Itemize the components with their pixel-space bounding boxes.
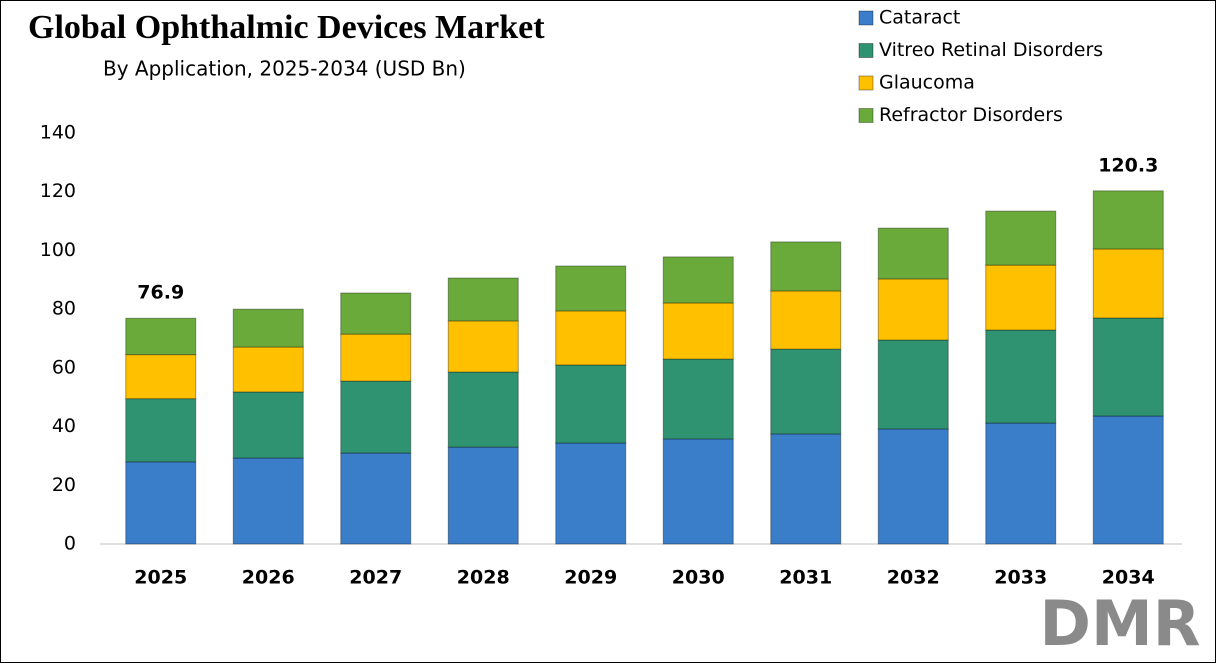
x-tick-label: 2033 — [994, 567, 1047, 589]
logo-text: DMR — [1040, 587, 1201, 660]
y-tick-label: 60 — [52, 356, 76, 378]
bar-segment — [662, 358, 734, 440]
x-tick-label: 2027 — [349, 567, 402, 589]
bar-segment — [125, 354, 197, 400]
bar-segment — [770, 290, 842, 350]
legend-swatch — [858, 43, 874, 58]
bar-segment — [662, 256, 734, 304]
legend-label: Refractor Disorders — [879, 104, 1063, 126]
x-tick-label: 2029 — [564, 567, 617, 589]
bar-segment — [555, 265, 627, 312]
bar-segment — [1092, 415, 1164, 545]
bar-segment — [1092, 317, 1164, 417]
bar-segment — [877, 278, 949, 341]
bar-segment — [662, 438, 734, 545]
total-label: 76.9 — [137, 282, 184, 304]
x-tick-label: 2030 — [672, 567, 725, 589]
bar-segment — [985, 264, 1057, 331]
y-tick-label: 80 — [52, 298, 76, 320]
legend-swatch — [858, 75, 874, 91]
legend-label: Vitreo Retinal Disorders — [879, 39, 1103, 61]
bar-segment — [232, 391, 304, 459]
bar-segment — [770, 241, 842, 292]
bar-segment — [985, 210, 1057, 266]
y-tick-label: 0 — [64, 533, 76, 555]
bar-segment — [447, 277, 519, 322]
bar-segment — [232, 457, 304, 545]
bar-segment — [555, 364, 627, 444]
bar-segment — [447, 371, 519, 448]
logo: DMR — [1040, 587, 1201, 660]
x-tick-label: 2034 — [1102, 567, 1155, 589]
bar-segment — [877, 227, 949, 280]
y-tick-label: 120 — [40, 180, 76, 202]
bar-segment — [232, 346, 304, 393]
bar-segment — [555, 442, 627, 545]
bar-segment — [447, 320, 519, 373]
total-label: 120.3 — [1098, 154, 1158, 176]
bar-segment — [1092, 190, 1164, 250]
bar-segment — [125, 317, 197, 356]
bar-segment — [1092, 248, 1164, 319]
bar-segment — [770, 433, 842, 545]
x-tick-label: 2032 — [887, 567, 940, 589]
bar-segment — [447, 446, 519, 545]
y-tick-label: 100 — [40, 239, 76, 261]
legend-swatch — [858, 10, 874, 26]
bar-segment — [232, 308, 304, 348]
bar-segment — [555, 310, 627, 366]
chart-title: Global Ophthalmic Devices Market — [28, 9, 545, 46]
bar-segment — [877, 428, 949, 545]
bar-segment — [340, 292, 412, 335]
bar-segment — [662, 302, 734, 360]
y-tick-label: 140 — [40, 122, 76, 144]
bar-segment — [985, 422, 1057, 545]
x-tick-label: 2025 — [134, 567, 187, 589]
bar-segment — [985, 329, 1057, 424]
x-tick-label: 2028 — [457, 567, 510, 589]
legend-label: Glaucoma — [879, 72, 975, 94]
bar-segment — [340, 452, 412, 545]
bar-segment — [340, 333, 412, 382]
bar-segment — [125, 398, 197, 463]
y-tick-label: 40 — [52, 415, 76, 437]
y-tick-label: 20 — [52, 474, 76, 496]
bar-segment — [770, 348, 842, 435]
x-tick-label: 2031 — [779, 567, 832, 589]
chart-subtitle: By Application, 2025-2034 (USD Bn) — [103, 57, 466, 81]
bar-segment — [125, 461, 197, 545]
legend-swatch — [858, 108, 874, 123]
bar-segment — [340, 380, 412, 454]
legend-label: Cataract — [879, 7, 960, 29]
bar-segment — [877, 339, 949, 430]
x-tick-label: 2026 — [242, 567, 295, 589]
